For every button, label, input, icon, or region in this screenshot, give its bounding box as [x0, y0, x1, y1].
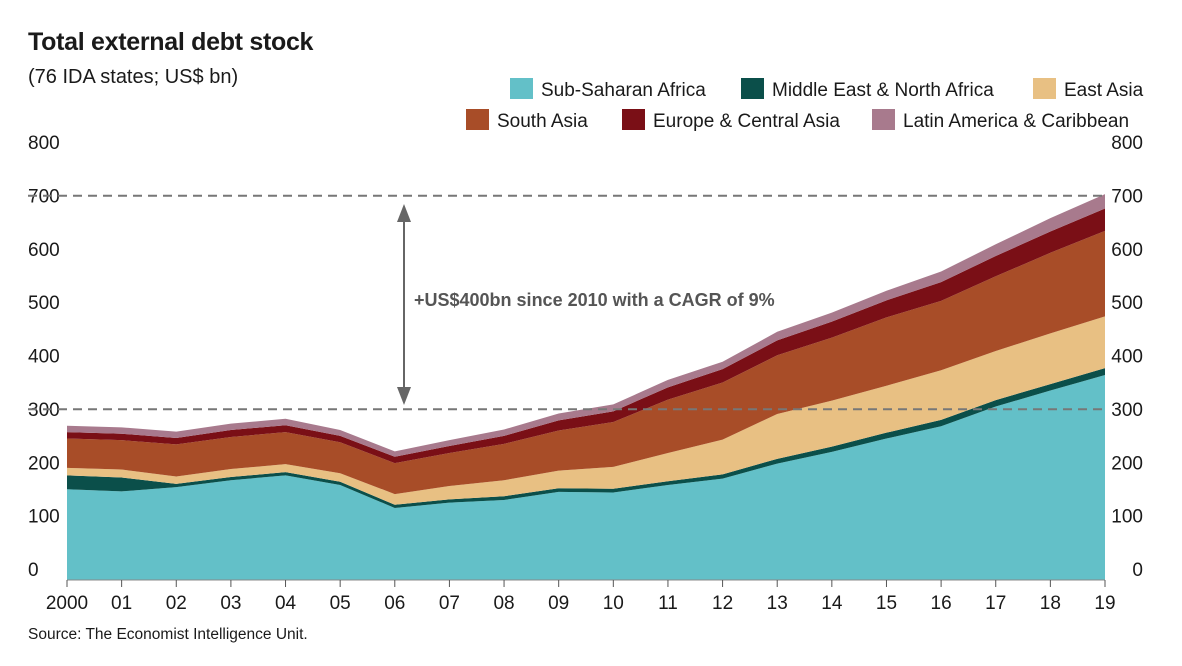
legend-swatch-2	[1033, 78, 1056, 99]
annotation-text: +US$400bn since 2010 with a CAGR of 9%	[414, 290, 775, 310]
x-tick-label-1: 01	[111, 593, 132, 614]
annotation-arrow-head-down	[397, 387, 411, 405]
area-layers	[67, 194, 1105, 580]
source-note: Source: The Economist Intelligence Unit.	[28, 626, 308, 643]
legend-label-2: East Asia	[1064, 80, 1144, 101]
legend-label-0: Sub-Saharan Africa	[541, 80, 706, 101]
y-tick-left-1: 100	[28, 507, 60, 528]
axes: 0 0 100 100 200 200 300 300 400 400 500 500 600 600 70…	[28, 133, 1143, 614]
y-tick-right-7: 700	[1111, 186, 1143, 207]
x-tick-label-4: 04	[275, 593, 297, 614]
x-tick-label-9: 09	[548, 593, 569, 614]
x-tick-label-12: 12	[712, 593, 733, 614]
y-tick-right-4: 400	[1111, 347, 1143, 368]
x-tick-label-16: 16	[931, 593, 952, 614]
y-tick-left-7: 700	[28, 186, 60, 207]
chart-title: Total external debt stock	[28, 28, 314, 56]
y-tick-left-2: 200	[28, 453, 60, 474]
annotation-arrow-head-up	[397, 204, 411, 222]
legend-swatch-0	[510, 78, 533, 99]
chart-subtitle: (76 IDA states; US$ bn)	[28, 66, 239, 88]
legend-swatch-4	[622, 109, 645, 130]
x-tick-label-5: 05	[330, 593, 351, 614]
y-tick-left-5: 500	[28, 293, 60, 314]
x-tick-label-10: 10	[603, 593, 624, 614]
legend-swatch-1	[741, 78, 764, 99]
x-tick-label-7: 07	[439, 593, 460, 614]
annotation-group: +US$400bn since 2010 with a CAGR of 9%	[397, 204, 775, 405]
x-tick-label-3: 03	[220, 593, 241, 614]
y-tick-right-8: 800	[1111, 133, 1143, 154]
y-tick-right-5: 500	[1111, 293, 1143, 314]
y-tick-right-3: 300	[1111, 400, 1143, 421]
y-tick-left-3: 300	[28, 400, 60, 421]
legend-label-1: Middle East & North Africa	[772, 80, 994, 101]
x-tick-label-6: 06	[384, 593, 405, 614]
legend-label-4: Europe & Central Asia	[653, 111, 840, 132]
x-tick-label-13: 13	[767, 593, 788, 614]
y-tick-left-4: 400	[28, 347, 60, 368]
x-tick-label-11: 11	[658, 593, 678, 614]
x-tick-label-15: 15	[876, 593, 897, 614]
x-tick-label-14: 14	[821, 593, 843, 614]
y-tick-right-0: 0	[1132, 560, 1143, 581]
area-series-2	[67, 316, 1105, 505]
x-tick-label-17: 17	[985, 593, 1006, 614]
legend-swatch-3	[466, 109, 489, 130]
legend-label-5: Latin America & Caribbean	[903, 111, 1129, 132]
legend: Sub-Saharan Africa Middle East & North Af…	[466, 78, 1144, 132]
x-tick-label-18: 18	[1040, 593, 1061, 614]
y-tick-right-1: 100	[1111, 507, 1143, 528]
x-tick-label-0: 2000	[46, 593, 88, 614]
area-series-0	[67, 375, 1105, 580]
x-tick-label-8: 08	[493, 593, 514, 614]
x-tick-label-2: 02	[166, 593, 187, 614]
y-tick-left-0: 0	[28, 560, 39, 581]
y-tick-left-6: 600	[28, 240, 60, 261]
legend-swatch-5	[872, 109, 895, 130]
y-tick-left-8: 800	[28, 133, 60, 154]
y-tick-right-2: 200	[1111, 453, 1143, 474]
area-series-4	[67, 208, 1105, 464]
x-tick-label-19: 19	[1094, 593, 1115, 614]
area-series-3	[67, 230, 1105, 495]
legend-label-3: South Asia	[497, 111, 588, 132]
y-tick-right-6: 600	[1111, 240, 1143, 261]
